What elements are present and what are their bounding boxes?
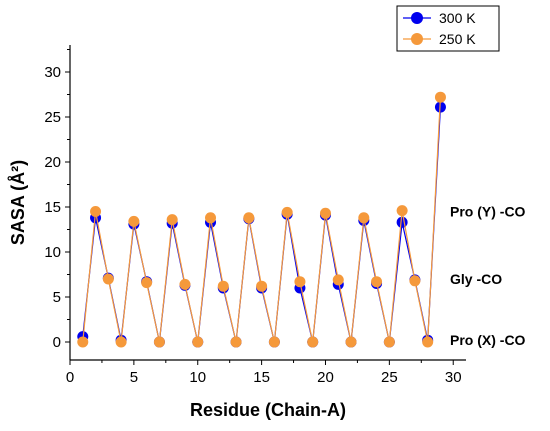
data-point bbox=[434, 91, 446, 103]
data-point bbox=[268, 336, 280, 348]
legend: 300 K 250 K bbox=[396, 5, 500, 52]
series-layer bbox=[77, 91, 446, 348]
x-tick-label: 5 bbox=[130, 369, 138, 386]
data-point bbox=[153, 336, 165, 348]
data-point bbox=[77, 336, 89, 348]
legend-label: 300 K bbox=[439, 10, 476, 26]
data-point bbox=[294, 276, 306, 288]
data-point bbox=[141, 277, 153, 289]
y-axis-title: SASA (Å²) bbox=[8, 160, 28, 245]
data-point bbox=[383, 336, 395, 348]
data-point bbox=[90, 206, 102, 217]
data-point bbox=[396, 205, 408, 217]
data-point bbox=[371, 276, 383, 288]
y-tick-label: 20 bbox=[44, 154, 61, 171]
data-point bbox=[422, 336, 434, 348]
data-point bbox=[332, 274, 344, 286]
data-point bbox=[256, 280, 268, 292]
data-point bbox=[192, 336, 204, 348]
legend-marker bbox=[411, 33, 423, 45]
x-tick-label: 15 bbox=[253, 369, 270, 386]
annotation-label: Pro (Y) -CO bbox=[450, 204, 526, 220]
annotation-label: Gly -CO bbox=[450, 271, 502, 287]
data-point bbox=[319, 207, 331, 219]
data-point bbox=[217, 280, 229, 292]
y-tick-label: 0 bbox=[53, 334, 61, 351]
y-tick-label: 25 bbox=[44, 109, 61, 126]
x-tick-label: 30 bbox=[445, 369, 462, 386]
data-point bbox=[409, 275, 421, 287]
data-point bbox=[345, 336, 357, 348]
data-point bbox=[281, 206, 293, 218]
y-tick-label: 5 bbox=[53, 289, 61, 306]
data-point bbox=[396, 216, 408, 228]
annotation-label: Pro (X) -CO bbox=[450, 332, 526, 348]
y-tick-label: 30 bbox=[44, 64, 61, 81]
data-point bbox=[230, 336, 242, 348]
data-point bbox=[102, 273, 114, 285]
data-point bbox=[307, 336, 319, 348]
data-point bbox=[166, 214, 178, 226]
x-tick-label: 20 bbox=[317, 369, 334, 386]
data-point bbox=[115, 336, 127, 348]
annotations: Pro (Y) -CO Gly -CO Pro (X) -CO bbox=[450, 204, 526, 349]
x-tick-label: 25 bbox=[381, 369, 398, 386]
legend-label: 250 K bbox=[439, 31, 476, 47]
data-point bbox=[179, 278, 191, 290]
y-tick-label: 10 bbox=[44, 244, 61, 261]
y-tick-label: 15 bbox=[44, 199, 61, 216]
data-point bbox=[205, 212, 217, 224]
legend-marker bbox=[411, 12, 423, 24]
x-axis-title: Residue (Chain-A) bbox=[190, 400, 346, 420]
axes: 0 5 10 15 20 25 30 0 5 10 15 20 25 30 bbox=[44, 45, 466, 386]
data-point bbox=[128, 215, 140, 227]
x-tick-label: 10 bbox=[189, 369, 206, 386]
data-point bbox=[243, 212, 255, 224]
x-tick-label: 0 bbox=[66, 369, 74, 386]
data-point bbox=[358, 212, 370, 224]
series-1 bbox=[77, 91, 446, 348]
